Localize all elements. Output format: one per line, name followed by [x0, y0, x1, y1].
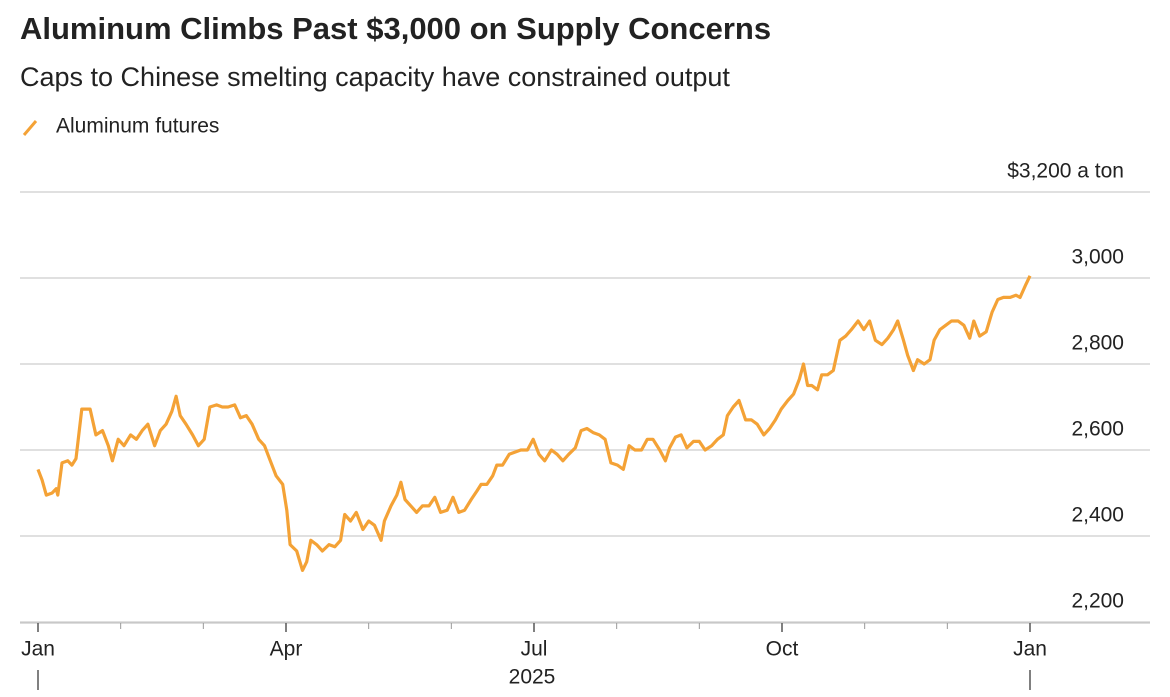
- y-tick-label: 2,200: [1071, 590, 1124, 613]
- x-tick-label: Apr: [270, 638, 303, 661]
- y-tick-label: 2,400: [1071, 504, 1124, 527]
- year-label: 2025: [509, 666, 556, 689]
- y-tick-label: 3,000: [1071, 246, 1124, 269]
- x-tick-label: Jan: [1013, 638, 1047, 661]
- y-tick-label: 2,600: [1071, 418, 1124, 441]
- x-tick-label: Oct: [766, 638, 799, 661]
- legend-swatch: [22, 120, 38, 136]
- chart-title: Aluminum Climbs Past $3,000 on Supply Co…: [20, 11, 771, 46]
- legend-label: Aluminum futures: [56, 115, 219, 138]
- x-tick-label: Jul: [521, 638, 548, 661]
- data-line: [36, 275, 1032, 572]
- y-tick-label: 2,800: [1071, 332, 1124, 355]
- y-tick-label: $3,200 a ton: [1007, 160, 1124, 183]
- chart-subtitle: Caps to Chinese smelting capacity have c…: [20, 62, 730, 92]
- x-tick-label: Jan: [21, 638, 55, 661]
